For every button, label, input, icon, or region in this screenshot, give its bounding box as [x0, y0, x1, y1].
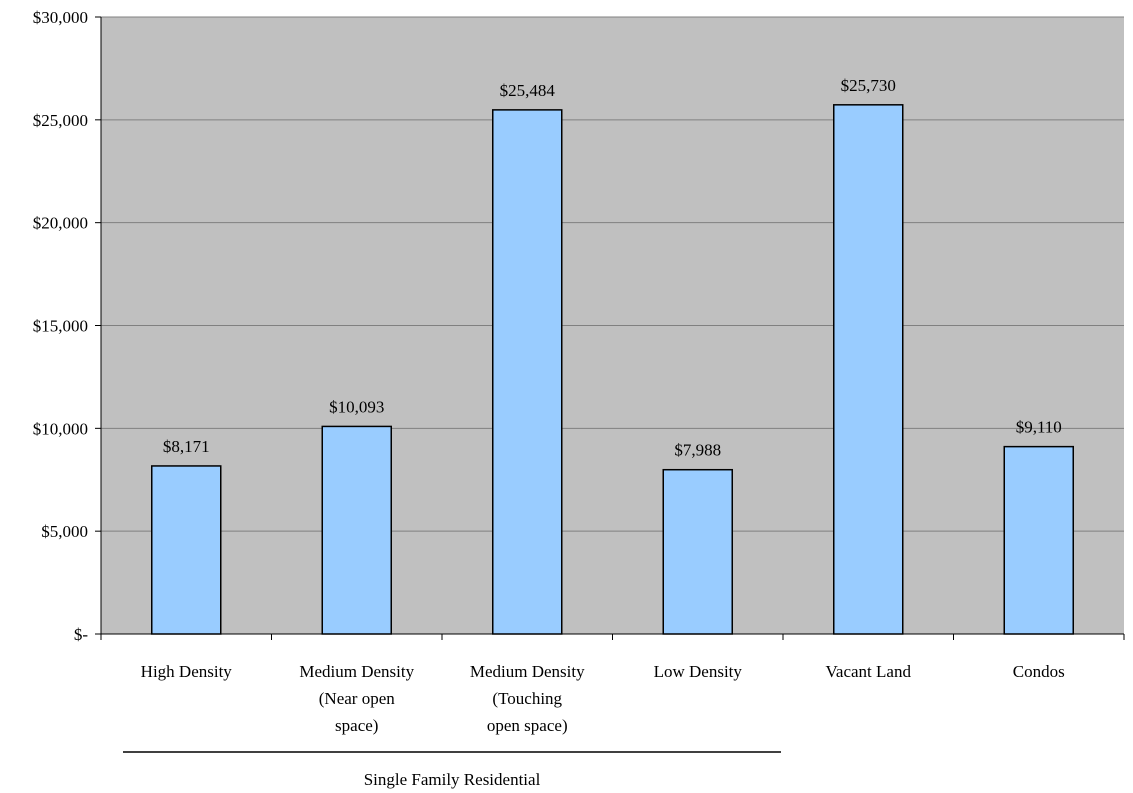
x-tick-label-line: Vacant Land [826, 662, 912, 681]
grid-lines [101, 16, 1124, 532]
y-tick-label: $20,000 [33, 214, 88, 233]
x-axis-labels: High Density Medium Density (Near open spac… [141, 662, 1065, 735]
x-tick-label: Condos [1013, 662, 1065, 681]
data-label: $9,110 [1016, 418, 1062, 437]
x-tick-label-line: (Near open [319, 689, 395, 708]
bar [833, 104, 904, 635]
category-group: Single Family Residential [123, 751, 781, 789]
x-tick-label-line: Medium Density [470, 662, 585, 681]
y-tick-label: $30,000 [33, 8, 88, 27]
x-tick-label: High Density [141, 662, 233, 681]
bar [151, 465, 222, 635]
y-tick-label: $5,000 [41, 522, 88, 541]
x-tick-label-line: Condos [1013, 662, 1065, 681]
data-labels: $8,171 $10,093 $25,484 $7,988 $25,730 $9,110 [163, 76, 1062, 460]
y-tick-label: $25,000 [33, 111, 88, 130]
bar [1003, 445, 1074, 635]
x-tick-label-line: open space) [487, 716, 568, 735]
y-tick-label: $15,000 [33, 317, 88, 336]
x-tick-label: Vacant Land [826, 662, 912, 681]
x-tick-label-line: Low Density [654, 662, 743, 681]
data-label: $8,171 [163, 437, 210, 456]
y-tick-label: $10,000 [33, 419, 88, 438]
y-axis-ticks: $- $5,000 $10,000 $15,000 $20,000 $25,000 $30,… [33, 8, 101, 644]
data-label: $25,730 [841, 76, 896, 95]
x-tick-label-line: High Density [141, 662, 233, 681]
x-tick-label-line: space) [335, 716, 378, 735]
bar [662, 468, 733, 635]
group-label: Single Family Residential [364, 770, 541, 789]
data-label: $10,093 [329, 397, 384, 416]
x-tick-label: Medium Density (Touching open space) [470, 662, 585, 735]
x-tick-label: Low Density [654, 662, 743, 681]
bars [151, 104, 1074, 635]
y-tick-label: $- [74, 625, 89, 644]
bar [492, 109, 563, 635]
x-tick-label-line: Medium Density [299, 662, 414, 681]
data-label: $25,484 [500, 81, 556, 100]
data-label: $7,988 [674, 441, 721, 460]
x-tick-label: Medium Density (Near open space) [299, 662, 414, 735]
x-tick-label-line: (Touching [492, 689, 562, 708]
bar [321, 425, 392, 635]
